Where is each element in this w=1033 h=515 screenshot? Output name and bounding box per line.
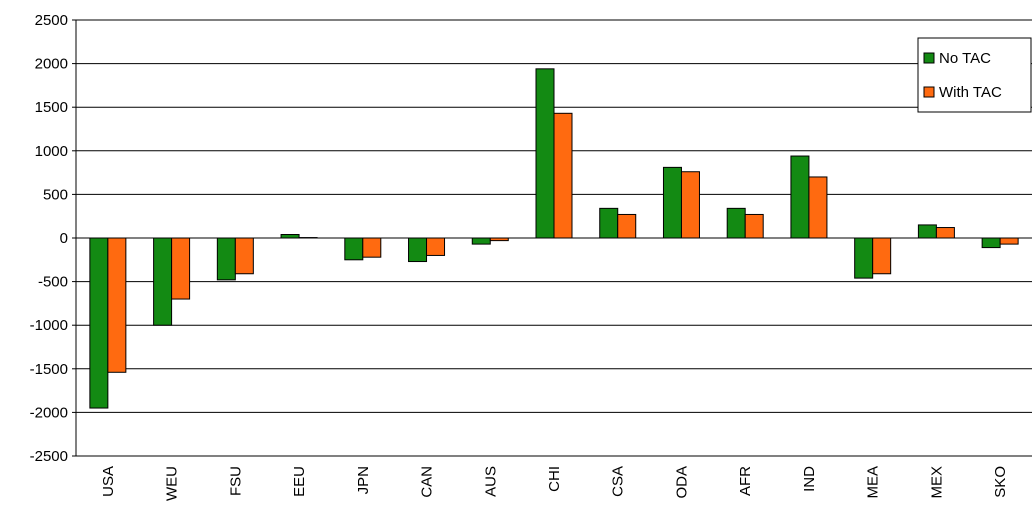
x-tick-label: USA	[100, 466, 117, 497]
bar	[808, 176, 828, 239]
y-tick-label: 1500	[35, 99, 68, 116]
bar	[362, 237, 382, 258]
legend-label: No TAC	[939, 50, 991, 67]
x-tick-label: ODA	[673, 466, 690, 499]
x-tick-label: FSU	[227, 466, 244, 496]
bar	[234, 237, 254, 275]
bar	[489, 237, 509, 242]
x-tick-label: JPN	[355, 466, 372, 494]
legend-swatch	[923, 52, 935, 64]
bar	[981, 237, 1001, 249]
bar	[854, 237, 874, 279]
bar	[89, 237, 109, 409]
x-tick-label: CHI	[546, 466, 563, 492]
y-tick-label: 500	[43, 186, 68, 203]
bar	[617, 213, 637, 239]
y-tick-label: 0	[60, 230, 68, 247]
bar	[935, 227, 955, 239]
x-tick-label: CSA	[610, 466, 627, 497]
bar	[790, 155, 810, 239]
x-tick-label: CAN	[419, 466, 436, 498]
bar	[216, 237, 236, 281]
bar	[153, 237, 173, 326]
bar	[426, 237, 446, 256]
bar	[662, 166, 682, 239]
y-tick-label: -500	[38, 274, 68, 291]
bar	[599, 207, 619, 239]
x-tick-label: AUS	[482, 466, 499, 497]
x-tick-label: AFR	[737, 466, 754, 496]
legend-swatch	[923, 86, 935, 98]
y-tick-label: 1000	[35, 143, 68, 160]
legend-box	[917, 37, 1032, 113]
bar	[872, 237, 892, 275]
x-tick-label: WEU	[164, 466, 181, 501]
y-tick-label: -2500	[30, 448, 68, 465]
x-tick-label: MEA	[865, 466, 882, 499]
bar	[553, 112, 573, 239]
y-tick-label: -2000	[30, 404, 68, 421]
y-tick-label: -1500	[30, 361, 68, 378]
bar	[680, 171, 700, 239]
bar	[408, 237, 428, 263]
x-tick-label: MEX	[928, 466, 945, 499]
x-tick-label: EEU	[291, 466, 308, 497]
bar	[171, 237, 191, 300]
bar	[999, 237, 1019, 245]
bar	[917, 224, 937, 239]
x-tick-label: SKO	[992, 466, 1009, 498]
bar	[744, 213, 764, 239]
bar	[535, 68, 555, 239]
bar	[280, 234, 300, 239]
y-tick-label: 2000	[35, 56, 68, 73]
bar	[107, 237, 127, 373]
legend-label: With TAC	[939, 84, 1002, 101]
bar	[471, 237, 491, 245]
x-tick-label: IND	[801, 466, 818, 492]
y-tick-label: 2500	[35, 12, 68, 29]
bar	[344, 237, 364, 261]
y-tick-label: -1000	[30, 317, 68, 334]
bar	[726, 207, 746, 239]
